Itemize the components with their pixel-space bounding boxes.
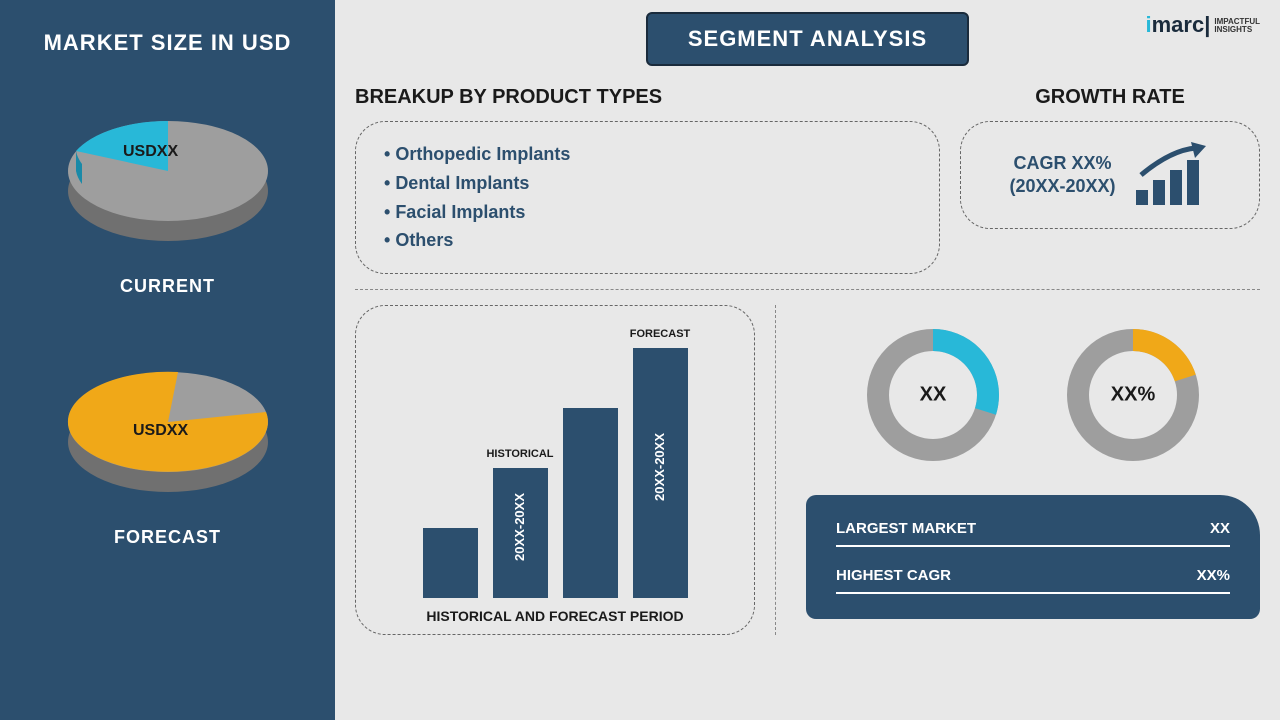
breakup-box: Orthopedic Implants Dental Implants Faci… bbox=[355, 121, 940, 274]
main-panel: imarc|IMPACTFULINSIGHTS SEGMENT ANALYSIS… bbox=[335, 0, 1280, 720]
list-item: Orthopedic Implants bbox=[384, 140, 911, 169]
growth-section: GROWTH RATE CAGR XX% (20XX-20XX) bbox=[960, 86, 1260, 274]
bar-caption: HISTORICAL AND FORECAST PERIOD bbox=[386, 608, 724, 624]
growth-icon bbox=[1131, 140, 1211, 210]
bar-area: HISTORICAL 20XX-20XX FORECAST 20XX-20XX bbox=[386, 326, 724, 598]
pie2-caption: FORECAST bbox=[114, 527, 221, 548]
historical-panel: HISTORICAL 20XX-20XX FORECAST 20XX-20XX … bbox=[355, 305, 775, 635]
growth-title: GROWTH RATE bbox=[960, 86, 1260, 109]
stat-row-1: LARGEST MARKET XX bbox=[836, 520, 1230, 537]
logo: imarc|IMPACTFULINSIGHTS bbox=[1146, 12, 1261, 38]
cagr-text: CAGR XX% (20XX-20XX) bbox=[1009, 152, 1115, 199]
donut-1: XX bbox=[863, 325, 1003, 465]
main-title: SEGMENT ANALYSIS bbox=[646, 12, 969, 66]
stat-card: LARGEST MARKET XX HIGHEST CAGR XX% bbox=[806, 495, 1260, 619]
bar-3 bbox=[563, 408, 618, 598]
bar-box: HISTORICAL 20XX-20XX FORECAST 20XX-20XX … bbox=[355, 305, 755, 635]
row-top: BREAKUP BY PRODUCT TYPES Orthopedic Impl… bbox=[355, 86, 1260, 274]
stat-divider bbox=[836, 545, 1230, 547]
infographic-root: MARKET SIZE IN USD USDXX CURRENT USDXX F… bbox=[0, 0, 1280, 720]
product-list: Orthopedic Implants Dental Implants Faci… bbox=[384, 140, 911, 255]
pie-current: USDXX CURRENT bbox=[48, 96, 288, 297]
divider bbox=[355, 289, 1260, 290]
pie-current-svg: USDXX bbox=[48, 96, 288, 256]
pie1-caption: CURRENT bbox=[120, 276, 215, 297]
breakup-section: BREAKUP BY PRODUCT TYPES Orthopedic Impl… bbox=[355, 86, 940, 274]
donut-2: XX% bbox=[1063, 325, 1203, 465]
breakup-title: BREAKUP BY PRODUCT TYPES bbox=[355, 86, 940, 109]
bar-1 bbox=[423, 528, 478, 598]
pie-forecast-svg: USDXX bbox=[48, 347, 288, 507]
pie-forecast: USDXX FORECAST bbox=[48, 347, 288, 548]
stats-panel: XX XX% LARGEST MARKET XX bbox=[775, 305, 1260, 635]
sidebar: MARKET SIZE IN USD USDXX CURRENT USDXX F… bbox=[0, 0, 335, 720]
growth-box: CAGR XX% (20XX-20XX) bbox=[960, 121, 1260, 229]
list-item: Others bbox=[384, 226, 911, 255]
list-item: Dental Implants bbox=[384, 169, 911, 198]
donuts-row: XX XX% bbox=[806, 325, 1260, 465]
pie1-label: USDXX bbox=[123, 143, 178, 160]
logo-tagline: IMPACTFULINSIGHTS bbox=[1214, 18, 1260, 34]
row-bottom: HISTORICAL 20XX-20XX FORECAST 20XX-20XX … bbox=[355, 305, 1260, 635]
list-item: Facial Implants bbox=[384, 198, 911, 227]
stat-row-2: HIGHEST CAGR XX% bbox=[836, 567, 1230, 584]
bar-2: HISTORICAL 20XX-20XX bbox=[493, 468, 548, 598]
stat-divider bbox=[836, 592, 1230, 594]
sidebar-title: MARKET SIZE IN USD bbox=[44, 30, 292, 56]
bar-4: FORECAST 20XX-20XX bbox=[633, 348, 688, 598]
pie2-label: USDXX bbox=[133, 422, 188, 439]
